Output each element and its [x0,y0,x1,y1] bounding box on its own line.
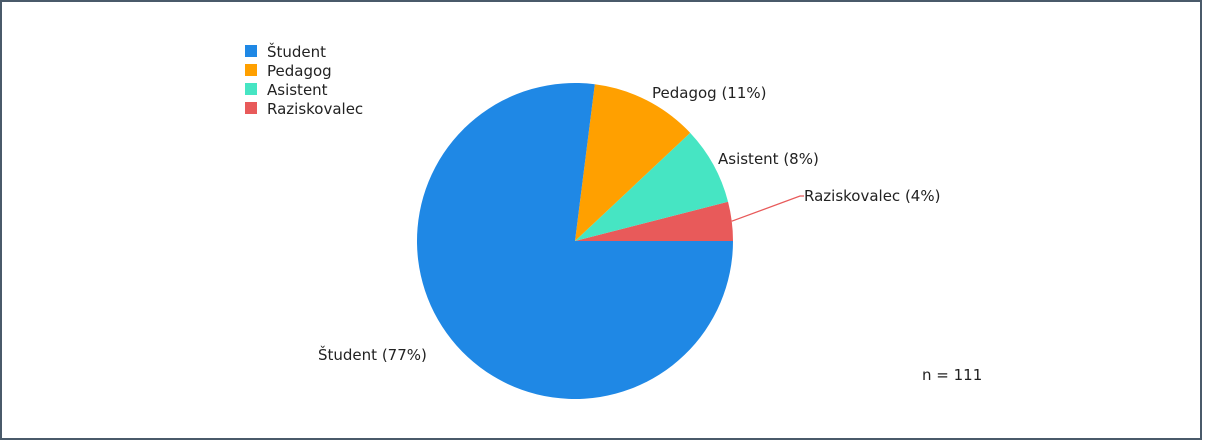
slice-label-raziskovalec: Raziskovalec (4%) [804,187,940,205]
slice-label-asistent: Asistent (8%) [718,150,819,168]
sample-size-annotation: n = 111 [922,366,982,384]
pie-chart: Študent (77%) Pedagog (11%) Asistent (8%) R… [245,42,982,400]
pie-slice-raziskovalec [575,201,733,241]
legend-label-asistent: Asistent [267,81,328,99]
legend-swatch-raziskovalec [245,102,257,114]
legend-swatch--tudent [245,45,257,57]
legend-label-pedagog: Pedagog [267,62,332,80]
leader-line-raziskovalec [731,195,804,222]
legend-swatch-asistent [245,83,257,95]
pie-slice-pedagog [575,84,691,241]
pie-slice--tudent [417,82,733,400]
legend-swatch-pedagog [245,64,257,76]
leader-lines [731,195,804,222]
legend-label-raziskovalec: Raziskovalec [267,100,363,118]
pie-slice-asistent [575,132,729,241]
pie-slices [417,82,733,400]
slice-labels: Študent (77%) Pedagog (11%) Asistent (8%) R… [318,84,940,364]
slice-label-pedagog: Pedagog (11%) [652,84,767,102]
legend-label--tudent: Študent [267,42,326,61]
slice-label--tudent: Študent (77%) [318,345,427,364]
